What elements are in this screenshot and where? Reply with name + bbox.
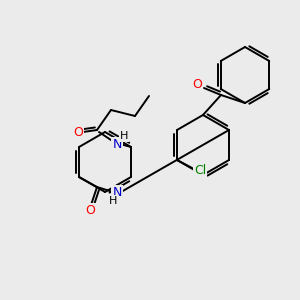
Text: H: H	[120, 131, 128, 141]
Text: O: O	[73, 125, 83, 139]
Text: N: N	[112, 137, 122, 151]
Text: O: O	[192, 77, 202, 91]
Text: N: N	[112, 185, 122, 199]
Text: H: H	[109, 196, 117, 206]
Text: O: O	[85, 203, 95, 217]
Text: Cl: Cl	[194, 164, 206, 178]
